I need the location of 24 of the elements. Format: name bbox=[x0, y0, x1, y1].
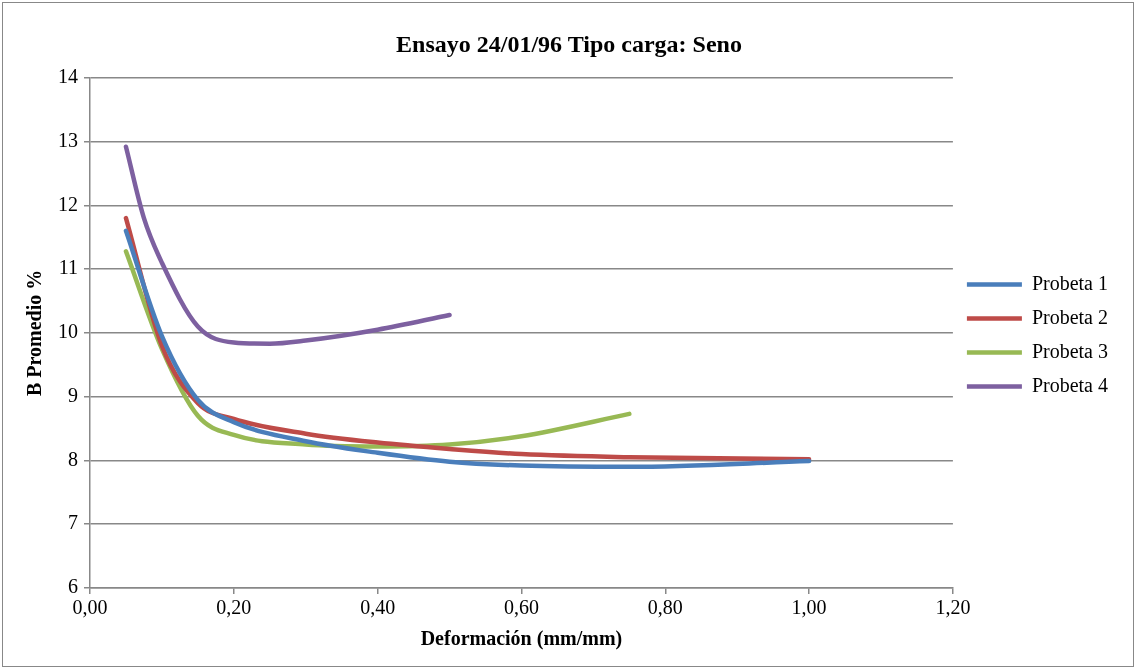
y-tick-label: 14 bbox=[58, 65, 78, 88]
y-tick-label: 7 bbox=[68, 511, 78, 534]
legend-label: Probeta 4 bbox=[1031, 373, 1108, 396]
line-series bbox=[123, 144, 452, 346]
x-axis-title: Deformación (mm/mm) bbox=[420, 627, 623, 651]
y-axis-title: B Promedio % bbox=[23, 269, 46, 397]
x-tick-label: 1,20 bbox=[935, 596, 971, 619]
x-tick-label: 1,00 bbox=[791, 596, 827, 619]
y-tick-label: 6 bbox=[68, 575, 78, 598]
x-tick-label: 0,80 bbox=[647, 596, 683, 619]
x-tick-label: 0,40 bbox=[360, 596, 396, 619]
legend-label: Probeta 3 bbox=[1031, 339, 1108, 362]
y-tick-label: 8 bbox=[68, 447, 78, 470]
y-tick-label: 13 bbox=[58, 128, 78, 151]
x-tick-label: 0,00 bbox=[72, 596, 108, 619]
y-tick-label: 9 bbox=[68, 383, 78, 406]
y-tick-label: 11 bbox=[58, 256, 78, 279]
legend-label: Probeta 2 bbox=[1031, 305, 1108, 328]
x-tick-label: 0,20 bbox=[216, 596, 252, 619]
chart-title: Ensayo 24/01/96 Tipo carga: Seno bbox=[396, 30, 742, 57]
x-tick-label: 0,60 bbox=[503, 596, 539, 619]
legend-label: Probeta 1 bbox=[1031, 271, 1108, 294]
y-tick-label: 12 bbox=[58, 192, 78, 215]
y-tick-label: 10 bbox=[58, 320, 78, 343]
